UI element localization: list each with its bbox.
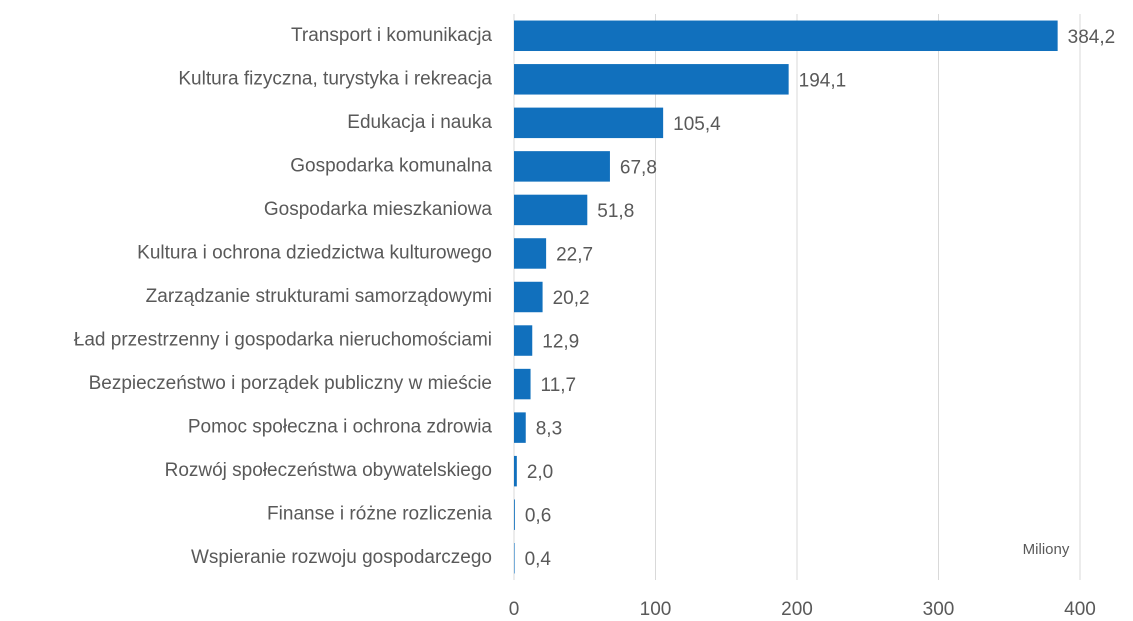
category-label: Rozwój społeczeństwa obywatelskiego xyxy=(165,460,492,481)
value-label: 11,7 xyxy=(541,375,577,396)
bar xyxy=(514,281,543,313)
x-tick-label: 200 xyxy=(781,599,813,620)
bar xyxy=(514,325,533,356)
category-label: Pomoc społeczna i ochrona zdrowia xyxy=(188,417,493,438)
value-label: 384,2 xyxy=(1068,27,1116,48)
bar xyxy=(514,20,1058,52)
bar xyxy=(514,542,515,574)
value-label: 105,4 xyxy=(673,114,721,135)
category-label: Kultura fizyczna, turystyka i rekreacja xyxy=(178,68,492,89)
x-tick-label: 100 xyxy=(640,599,672,620)
axis-unit-label: Miliony xyxy=(1023,541,1070,558)
bar xyxy=(514,455,517,487)
category-label: Gospodarka mieszkaniowa xyxy=(264,199,493,220)
category-label: Wspieranie rozwoju gospodarczego xyxy=(191,547,492,568)
value-label: 20,2 xyxy=(553,288,590,309)
x-tick-label: 400 xyxy=(1064,599,1096,620)
category-label: Zarządzanie strukturami samorządowymi xyxy=(146,286,492,307)
bar xyxy=(514,499,515,530)
bar xyxy=(514,412,526,443)
category-label: Ład przestrzenny i gospodarka nieruchomo… xyxy=(74,330,492,351)
category-label: Edukacja i nauka xyxy=(347,112,492,133)
x-tick-label: 300 xyxy=(923,599,955,620)
bar xyxy=(514,151,610,182)
value-label: 67,8 xyxy=(620,157,657,178)
bar xyxy=(514,238,547,269)
bar xyxy=(514,368,531,400)
value-label: 8,3 xyxy=(536,419,562,440)
value-label: 12,9 xyxy=(542,332,579,353)
bar xyxy=(514,64,789,95)
category-label: Transport i komunikacja xyxy=(291,25,492,46)
category-label: Bezpieczeństwo i porządek publiczny w mi… xyxy=(89,373,492,394)
category-label: Gospodarka komunalna xyxy=(290,155,492,176)
value-label: 22,7 xyxy=(556,244,593,265)
category-label: Kultura i ochrona dziedzictwa kulturoweg… xyxy=(137,242,492,263)
value-label: 2,0 xyxy=(527,462,553,483)
bar xyxy=(514,107,664,139)
x-tick-label: 0 xyxy=(509,599,520,620)
value-label: 0,6 xyxy=(525,506,551,527)
value-label: 0,4 xyxy=(525,549,552,570)
category-label: Finanse i różne rozliczenia xyxy=(267,504,492,525)
value-label: 51,8 xyxy=(597,201,634,222)
value-label: 194,1 xyxy=(799,70,847,91)
bar xyxy=(514,194,588,226)
